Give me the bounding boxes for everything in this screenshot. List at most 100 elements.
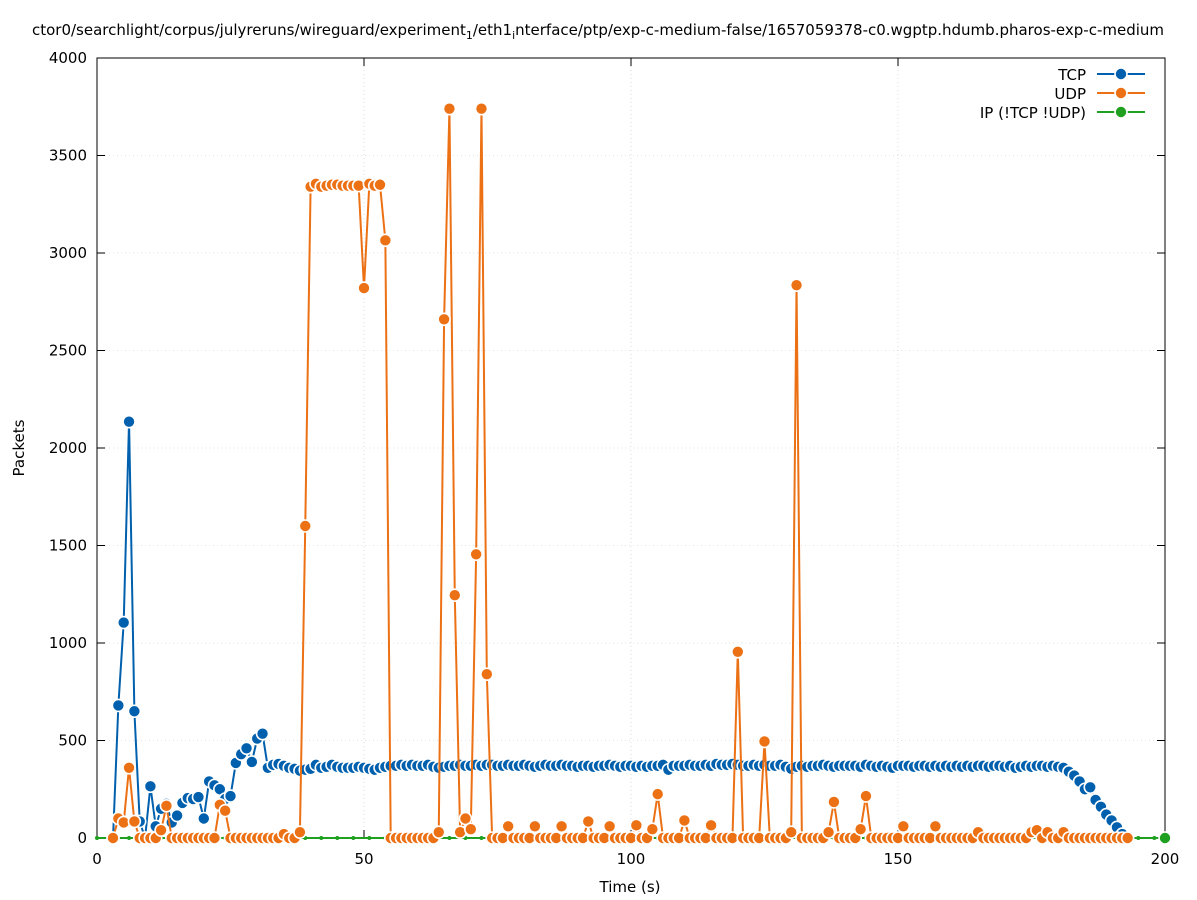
- data-point: [154, 823, 168, 838]
- x-tick-label: 100: [617, 850, 646, 868]
- x-tick-label: 50: [354, 850, 373, 868]
- data-point: [859, 789, 873, 803]
- data-point: [437, 312, 451, 327]
- legend-entry-ip: IP (!TCP !UDP): [980, 104, 1145, 122]
- data-point: [122, 414, 136, 429]
- data-point: [378, 233, 393, 248]
- series-1: [106, 101, 1135, 845]
- data-point: [197, 811, 211, 826]
- data-point: [479, 836, 484, 840]
- data-point: [447, 588, 462, 603]
- data-point: [629, 818, 644, 833]
- data-point: [757, 734, 772, 749]
- x-axis-title: Time (s): [599, 878, 661, 896]
- data-point: [480, 667, 494, 682]
- data-point: [447, 836, 452, 840]
- data-point: [458, 811, 473, 826]
- data-point: [853, 822, 868, 837]
- data-point: [469, 547, 483, 562]
- data-point: [95, 836, 99, 840]
- data-point: [1158, 831, 1172, 845]
- y-tick-label: 1500: [49, 537, 87, 555]
- data-point: [650, 787, 665, 801]
- legend-swatch-ip: [1097, 105, 1145, 119]
- data-point: [106, 831, 120, 845]
- series-layer: [95, 101, 1172, 845]
- data-point: [789, 278, 804, 292]
- legend-entry-tcp: TCP: [1057, 66, 1145, 84]
- data-point: [116, 615, 131, 630]
- x-tick-label: 150: [884, 850, 913, 868]
- legend: TCP UDP IP (!TCP !UDP): [980, 66, 1145, 122]
- data-point: [223, 789, 238, 803]
- data-point: [239, 741, 254, 756]
- data-point: [245, 755, 259, 769]
- data-point: [127, 814, 142, 829]
- x-tick-label: 0: [92, 850, 102, 868]
- data-point: [127, 704, 142, 719]
- data-point: [373, 177, 387, 192]
- data-point: [677, 813, 692, 828]
- y-tick-label: 500: [58, 732, 87, 750]
- legend-label-udp: UDP: [1054, 85, 1086, 103]
- data-point: [143, 779, 158, 794]
- data-point: [821, 825, 836, 839]
- legend-marker: [1114, 86, 1128, 100]
- y-tick-label: 3500: [49, 147, 87, 165]
- data-point: [111, 698, 126, 713]
- data-point: [1136, 836, 1141, 840]
- data-point: [122, 760, 136, 775]
- legend-marker: [1114, 105, 1128, 119]
- data-point: [827, 795, 841, 809]
- y-tick-label: 0: [77, 829, 87, 847]
- y-axis-title: Packets: [10, 419, 28, 476]
- legend-label-ip: IP (!TCP !UDP): [980, 104, 1086, 122]
- data-point: [191, 790, 206, 804]
- data-point: [159, 799, 174, 813]
- data-point: [255, 726, 270, 741]
- data-point: [170, 808, 184, 823]
- data-point: [581, 814, 596, 829]
- data-point: [730, 644, 745, 659]
- data-point: [442, 101, 457, 116]
- y-tick-label: 1000: [49, 634, 87, 652]
- data-point: [1083, 780, 1098, 795]
- data-point: [928, 819, 943, 834]
- y-tick-label: 2500: [49, 342, 87, 360]
- data-point: [367, 836, 372, 840]
- data-point: [293, 825, 307, 839]
- legend-swatch-udp: [1097, 86, 1145, 100]
- data-point: [704, 818, 718, 833]
- data-point: [474, 101, 489, 116]
- data-point: [602, 819, 617, 834]
- series-0: [106, 414, 1135, 845]
- data-point: [463, 822, 478, 837]
- data-point: [1152, 836, 1157, 840]
- data-point: [1120, 831, 1135, 845]
- data-point: [207, 831, 222, 845]
- y-tick-label: 4000: [49, 49, 87, 67]
- data-point: [896, 819, 911, 834]
- y-tick-label: 3000: [49, 244, 87, 262]
- data-point: [298, 519, 313, 533]
- x-tick-labels: 0 50 100 150 200: [92, 850, 1179, 868]
- chart-title: ctor0/searchlight/corpus/julyreruns/wire…: [32, 21, 1164, 42]
- legend-label-tcp: TCP: [1057, 66, 1086, 84]
- data-point: [357, 281, 371, 295]
- data-point: [351, 836, 356, 840]
- data-point: [127, 836, 132, 840]
- data-point: [501, 819, 515, 834]
- y-tick-label: 2000: [49, 439, 87, 457]
- legend-entry-udp: UDP: [1054, 85, 1145, 103]
- legend-marker: [1114, 67, 1128, 81]
- data-point: [645, 822, 660, 837]
- y-tick-labels: 0 500 1000 1500 2000 2500 3000 3500 4000: [49, 49, 87, 847]
- data-point: [554, 819, 569, 834]
- legend-swatch-tcp: [1097, 67, 1145, 81]
- data-point: [218, 803, 232, 818]
- x-tick-label: 200: [1151, 850, 1180, 868]
- data-point: [528, 819, 542, 834]
- data-point: [784, 825, 799, 839]
